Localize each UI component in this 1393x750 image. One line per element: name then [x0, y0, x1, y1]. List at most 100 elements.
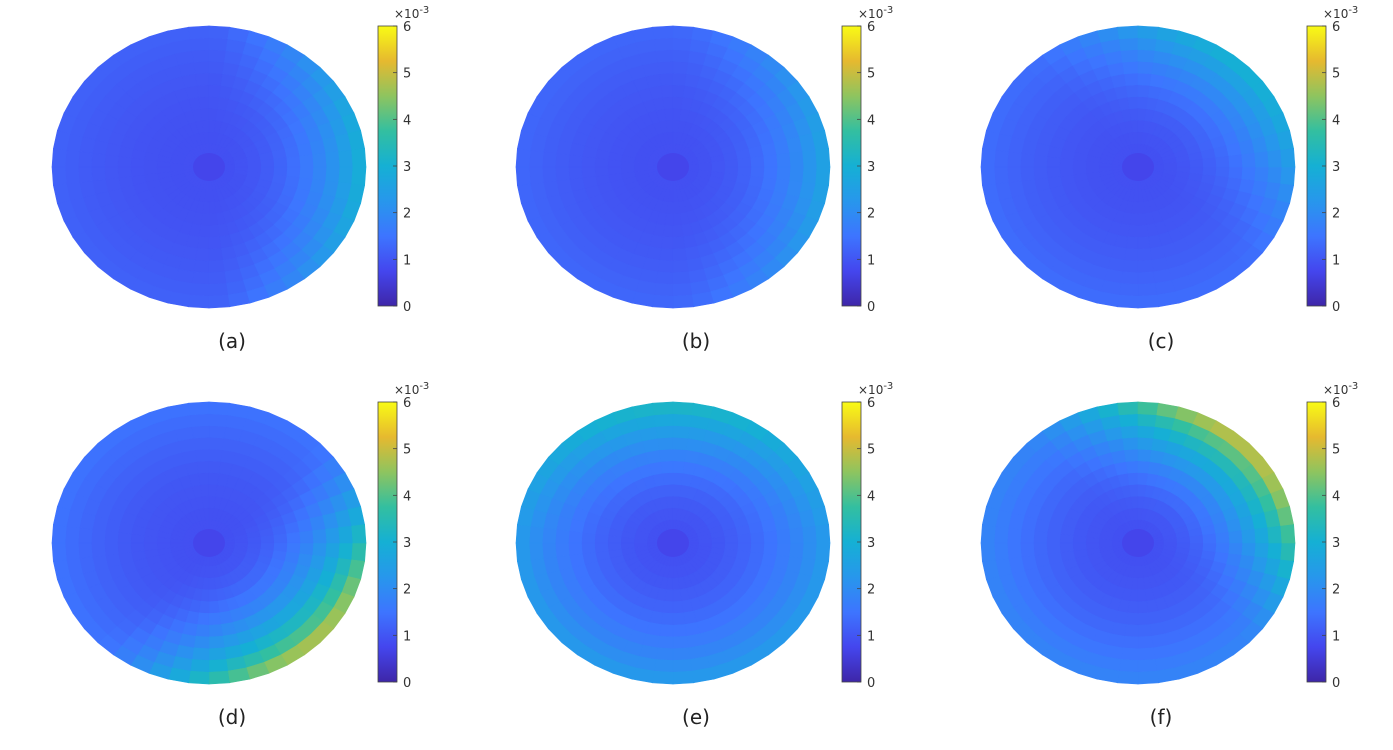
heatmap-cell [208, 647, 227, 661]
heatmap-cell [1127, 472, 1139, 486]
heatmap-cell [338, 542, 354, 561]
heatmap-cell [51, 542, 67, 562]
heatmap-cell [652, 25, 674, 40]
colorbar-tick-label: 4 [867, 113, 875, 128]
heatmap-cell [208, 248, 224, 262]
heatmap-cell [104, 542, 119, 556]
heatmap-cell [351, 542, 367, 562]
heatmap-cell [198, 472, 210, 486]
heatmap-cell [188, 294, 210, 309]
heatmap-cell [1122, 635, 1139, 650]
heatmap-cell [980, 524, 996, 544]
heatmap-cell [750, 542, 765, 555]
heatmap-cell [1241, 152, 1257, 168]
heatmap-cell [1189, 534, 1204, 544]
heatmap-cell [312, 152, 328, 168]
heatmap-cell [672, 271, 691, 285]
heatmap-cell [664, 107, 674, 121]
heatmap-cell [1006, 527, 1022, 544]
colorbar-tick-label: 2 [867, 207, 875, 222]
heatmap-cell [672, 294, 694, 309]
heatmap-cell [528, 166, 544, 185]
heatmap-cell [1127, 96, 1139, 110]
colorbar-tick-label: 4 [867, 489, 875, 504]
colorbar-tick-label: 2 [867, 583, 875, 598]
heatmap-cell [515, 524, 531, 544]
heatmap-cell [77, 151, 93, 168]
heatmap-cell [1137, 448, 1153, 462]
heatmap-cell [299, 530, 314, 544]
heatmap-cell [286, 155, 301, 168]
heatmap-cell [200, 483, 210, 497]
heatmap-cell [1137, 425, 1156, 439]
heatmap-cell [993, 525, 1009, 544]
heatmap-cell [763, 166, 778, 180]
heatmap-cell [1137, 436, 1154, 451]
heatmap-cell [658, 72, 674, 86]
heatmap-cell [672, 612, 686, 626]
heatmap-cell [653, 283, 674, 297]
heatmap-cell [188, 401, 210, 416]
heatmap-cell [1137, 401, 1159, 416]
heatmap-cell [1006, 166, 1022, 183]
center-hole [657, 153, 689, 181]
heatmap-cell [208, 60, 225, 75]
heatmap-cell [1137, 647, 1156, 661]
heatmap-cell [208, 589, 218, 603]
heatmap-cell [672, 413, 693, 427]
colorbar-exponent: ×10-3 [394, 381, 429, 397]
heatmap-cell [1137, 224, 1149, 238]
heatmap-cell [143, 542, 158, 552]
heatmap-cell [90, 528, 106, 544]
heatmap-cell [273, 533, 288, 544]
heatmap-cell [1122, 436, 1139, 451]
colorbar-tick-label: 6 [1332, 396, 1340, 411]
heatmap-cell [1117, 401, 1139, 416]
heatmap-cell [1202, 157, 1217, 168]
colorbar-tick-label: 6 [403, 20, 411, 35]
heatmap-cell [208, 448, 224, 462]
heatmap-cell [196, 460, 210, 474]
heatmap-cell [1137, 460, 1151, 474]
colorbar-tick-label: 2 [403, 583, 411, 598]
heatmap-cell [64, 525, 80, 544]
heatmap-cell [1228, 530, 1243, 544]
heatmap-cell [117, 542, 132, 555]
heatmap-cell [568, 154, 583, 168]
heatmap-cell [1137, 589, 1147, 603]
heatmap-cell [776, 152, 792, 168]
center-hole [1122, 529, 1154, 557]
heatmap-cell [541, 542, 557, 559]
heatmap-plot: 0 1 2 3 4 5 6×10-3 [51, 381, 429, 691]
heatmap-cell [660, 84, 674, 98]
colorbar-tick-label: 3 [403, 536, 411, 551]
heatmap-cell [815, 166, 831, 186]
heatmap-cell [672, 647, 691, 661]
heatmap-cell [1123, 624, 1139, 638]
heatmap-cell [1137, 624, 1153, 638]
heatmap-cell [672, 283, 693, 297]
heatmap-cell [724, 534, 739, 544]
heatmap-cell [1120, 271, 1139, 285]
heatmap-cell [802, 149, 818, 168]
heatmap-plot: 0 1 2 3 4 5 6×10-3 [980, 5, 1358, 315]
heatmap-cell [1137, 294, 1159, 309]
heatmap-cell [1241, 542, 1257, 558]
colorbar-tick-label: 3 [867, 536, 875, 551]
heatmap-cell [672, 25, 694, 40]
heatmap-cell [1137, 413, 1158, 427]
heatmap-plot: 0 1 2 3 4 5 6×10-3 [980, 381, 1358, 691]
colorbar-exponent: ×10-3 [858, 381, 893, 397]
heatmap-cell [763, 154, 778, 168]
heatmap-cell [1267, 525, 1283, 544]
heatmap-cell [273, 157, 288, 168]
heatmap-cell [208, 259, 225, 274]
heatmap-cell [658, 448, 674, 462]
heatmap-cell [652, 294, 674, 309]
heatmap-cell [554, 528, 570, 544]
panel-4: 0 1 2 3 4 5 6 ×10-3 (d) [0, 376, 464, 750]
heatmap-cell [1137, 612, 1151, 626]
heatmap-cell [658, 624, 674, 638]
heatmap-cell [660, 236, 674, 250]
heatmap-cell [1019, 528, 1035, 544]
